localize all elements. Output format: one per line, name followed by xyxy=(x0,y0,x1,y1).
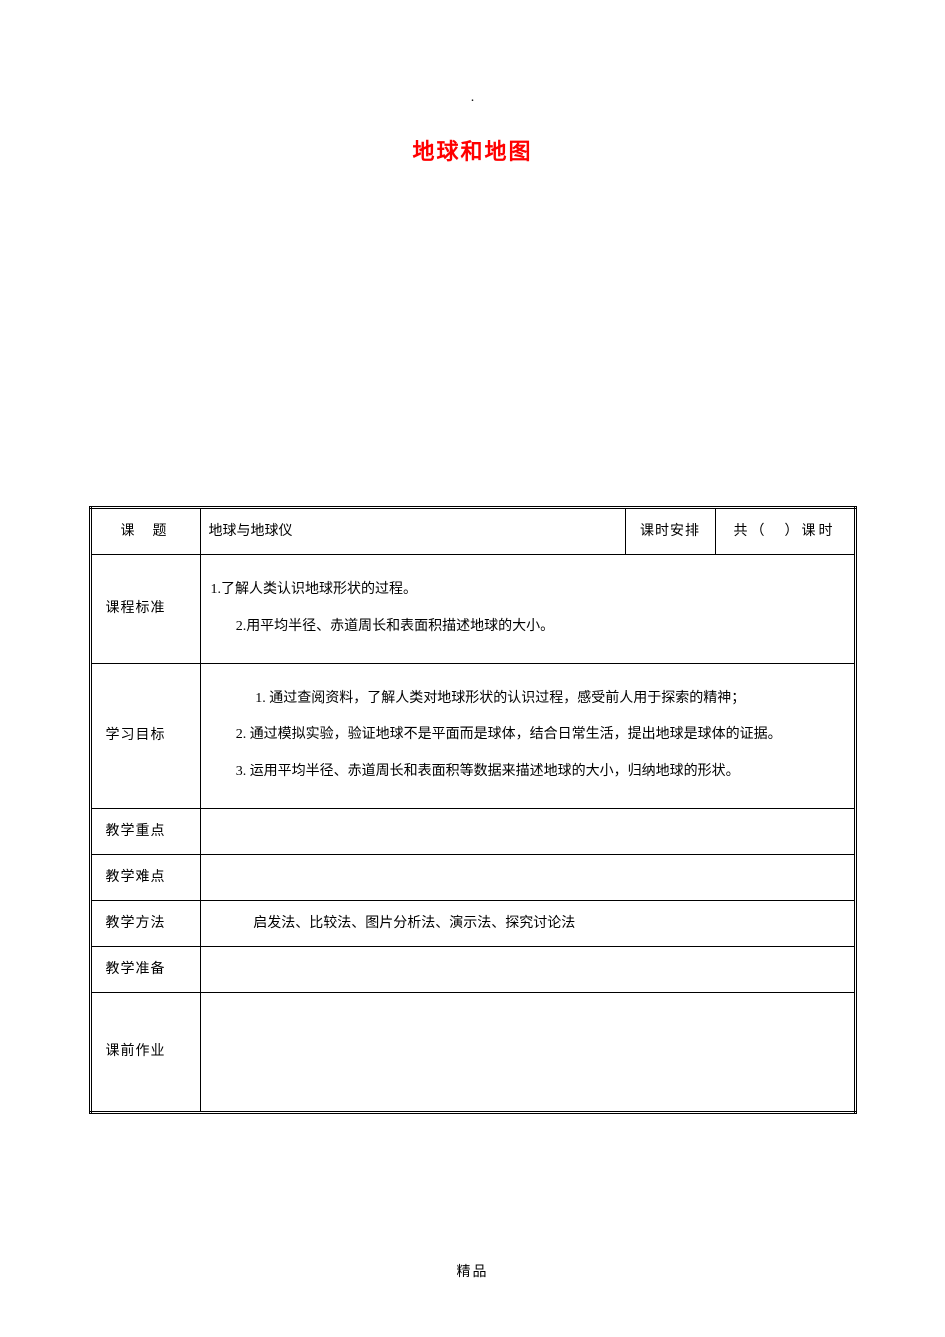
lesson-plan-table-container: 课题 地球与地球仪 课时安排 共（ ）课时 课程标准 1.了解人类认识地球形状的… xyxy=(89,506,857,1114)
standard-content: 1.了解人类认识地球形状的过程。 2.用平均半径、赤道周长和表面积描述地球的大小… xyxy=(200,555,855,664)
schedule-label: 课时安排 xyxy=(625,508,715,555)
focus-label: 教学重点 xyxy=(90,808,200,854)
objectives-label: 学习目标 xyxy=(90,663,200,808)
methods-label: 教学方法 xyxy=(90,900,200,946)
standard-label: 课程标准 xyxy=(90,555,200,664)
table-row: 教学准备 xyxy=(90,946,855,992)
homework-content xyxy=(200,992,855,1112)
objective-line: 1. 通过查阅资料，了解人类对地球形状的认识过程，感受前人用于探索的精神； xyxy=(211,684,844,715)
standard-line: 1.了解人类认识地球形状的过程。 xyxy=(211,575,844,606)
difficulty-label: 教学难点 xyxy=(90,854,200,900)
prep-label: 教学准备 xyxy=(90,946,200,992)
table-row: 学习目标 1. 通过查阅资料，了解人类对地球形状的认识过程，感受前人用于探索的精… xyxy=(90,663,855,808)
objective-line: 3. 运用平均半径、赤道周长和表面积等数据来描述地球的大小，归纳地球的形状。 xyxy=(211,757,844,788)
homework-label: 课前作业 xyxy=(90,992,200,1112)
table-row: 教学重点 xyxy=(90,808,855,854)
difficulty-content xyxy=(200,854,855,900)
objective-line: 2. 通过模拟实验，验证地球不是平面而是球体，结合日常生活，提出地球是球体的证据… xyxy=(211,720,844,751)
table-row: 教学难点 xyxy=(90,854,855,900)
topic-label: 课题 xyxy=(90,508,200,555)
table-row: 课前作业 xyxy=(90,992,855,1112)
lesson-plan-table: 课题 地球与地球仪 课时安排 共（ ）课时 课程标准 1.了解人类认识地球形状的… xyxy=(89,506,857,1114)
schedule-value: 共（ ）课时 xyxy=(715,508,855,555)
prep-content xyxy=(200,946,855,992)
page-marker: . xyxy=(0,0,945,106)
methods-content: 启发法、比较法、图片分析法、演示法、探究讨论法 xyxy=(200,900,855,946)
focus-content xyxy=(200,808,855,854)
topic-value: 地球与地球仪 xyxy=(200,508,625,555)
standard-line: 2.用平均半径、赤道周长和表面积描述地球的大小。 xyxy=(211,612,844,643)
table-row: 课程标准 1.了解人类认识地球形状的过程。 2.用平均半径、赤道周长和表面积描述… xyxy=(90,555,855,664)
table-row: 教学方法 启发法、比较法、图片分析法、演示法、探究讨论法 xyxy=(90,900,855,946)
page-footer: 精品 xyxy=(0,1261,945,1281)
document-title: 地球和地图 xyxy=(0,134,945,166)
table-row: 课题 地球与地球仪 课时安排 共（ ）课时 xyxy=(90,508,855,555)
objectives-content: 1. 通过查阅资料，了解人类对地球形状的认识过程，感受前人用于探索的精神； 2.… xyxy=(200,663,855,808)
